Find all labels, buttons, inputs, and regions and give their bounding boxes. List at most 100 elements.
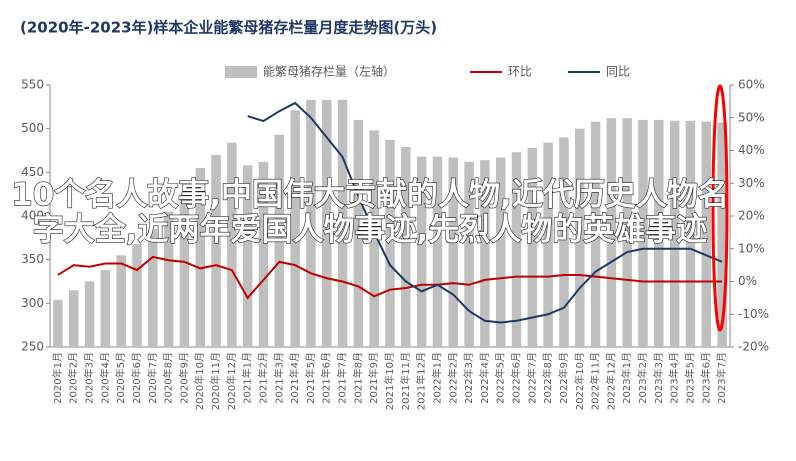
- bar: [654, 119, 664, 347]
- bar: [53, 299, 63, 347]
- bar: [543, 142, 553, 347]
- x-tick-label: 2021年10月: [383, 352, 396, 410]
- x-tick-label: 2020年11月: [209, 352, 222, 410]
- x-tick-label: 2020年1月: [51, 352, 64, 404]
- x-tick-label: 2021年3月: [272, 352, 285, 404]
- y2-tick-label: -20%: [738, 340, 769, 354]
- bar: [432, 156, 443, 347]
- bar: [322, 99, 332, 347]
- bar: [385, 140, 395, 347]
- bar: [701, 121, 712, 348]
- bar: [116, 255, 126, 347]
- x-tick-label: 2022年9月: [557, 352, 570, 404]
- legend-label: 环比: [508, 65, 532, 79]
- bar: [163, 211, 174, 347]
- x-tick-label: 2021年12月: [415, 352, 428, 410]
- x-tick-label: 2022年8月: [541, 352, 554, 404]
- x-tick-label: 2021年7月: [336, 352, 349, 404]
- x-tick-label: 2020年3月: [83, 352, 96, 404]
- bar: [717, 122, 727, 347]
- bar: [100, 270, 111, 347]
- bar: [179, 194, 190, 347]
- line: [247, 101, 723, 324]
- bar: [227, 142, 237, 347]
- x-tick-label: 2022年10月: [573, 352, 586, 410]
- x-tick-label: 2022年7月: [525, 352, 538, 404]
- bar: [353, 119, 364, 347]
- x-tick-label: 2020年9月: [177, 352, 190, 404]
- bar: [148, 229, 158, 347]
- y-tick-label: 450: [21, 165, 44, 179]
- y-tick-label: 550: [21, 78, 44, 92]
- bar: [638, 119, 648, 347]
- y2-tick-label: 20%: [738, 209, 765, 223]
- bar: [448, 157, 458, 347]
- x-tick-label: 2021年4月: [288, 352, 301, 404]
- y2-tick-label: 10%: [738, 241, 765, 255]
- bar: [274, 134, 285, 347]
- y2-tick-label: 60%: [738, 78, 765, 92]
- bar: [590, 121, 601, 348]
- y2-tick-label: 40%: [738, 143, 765, 157]
- x-tick-label: 2020年5月: [114, 352, 127, 404]
- x-tick-label: 2023年5月: [683, 352, 696, 404]
- x-tick-label: 2021年11月: [399, 352, 412, 410]
- y2-tick-label: 50%: [738, 110, 765, 124]
- x-tick-label: 2023年3月: [652, 352, 665, 404]
- x-tick-label: 2022年12月: [604, 352, 617, 410]
- bar: [495, 157, 506, 347]
- bar: [685, 120, 696, 347]
- bar: [195, 167, 205, 347]
- chart-title: (2020年-2023年)样本企业能繁母猪存栏量月度走势图(万头): [20, 19, 437, 37]
- x-tick-label: 2020年8月: [162, 352, 175, 404]
- highlight-ellipse: [711, 84, 729, 332]
- bar: [622, 118, 632, 347]
- x-tick-label: 2020年7月: [146, 352, 159, 404]
- x-tick-label: 2023年1月: [620, 352, 633, 404]
- x-tick-label: 2020年4月: [98, 352, 111, 404]
- x-tick-label: 2022年5月: [494, 352, 507, 404]
- overlay-text: 10个名人故事,中国伟大贡献的人物,近代历史人物名字大全,近两年爱国人物事迹,先…: [11, 177, 730, 248]
- bar: [527, 147, 538, 347]
- x-tick-label: 2023年4月: [668, 352, 681, 404]
- bar: [606, 118, 617, 347]
- bar: [480, 160, 490, 347]
- x-tick-label: 2021年5月: [304, 352, 317, 404]
- y-tick-label: 400: [21, 209, 44, 223]
- x-tick-label: 2022年4月: [478, 352, 491, 404]
- bar: [669, 120, 680, 347]
- x-tick-label: 2020年12月: [225, 352, 238, 410]
- bar: [416, 156, 427, 347]
- bar: [290, 110, 300, 348]
- x-tick-label: 2022年11月: [589, 352, 602, 410]
- x-tick-label: 2022年6月: [510, 352, 523, 404]
- legend-label: 同比: [606, 65, 630, 79]
- bar: [369, 130, 379, 347]
- x-tick-label: 2023年7月: [715, 352, 728, 404]
- bar: [258, 161, 269, 347]
- bar: [68, 290, 79, 347]
- x-tick-label: 2022年1月: [430, 352, 443, 404]
- x-tick-label: 2023年6月: [699, 352, 712, 404]
- bar: [84, 281, 95, 347]
- bar: [511, 152, 522, 347]
- x-tick-label: 2021年8月: [351, 352, 364, 404]
- x-tick-label: 2021年6月: [320, 352, 333, 404]
- x-tick-label: 2020年10月: [193, 352, 206, 410]
- x-tick-label: 2020年6月: [130, 352, 143, 404]
- legend-swatch: [225, 66, 257, 78]
- bar: [575, 128, 585, 347]
- y-tick-label: 350: [21, 252, 44, 266]
- x-tick-label: 2020年2月: [67, 352, 80, 404]
- x-tick-label: 2022年2月: [446, 352, 459, 404]
- bar: [464, 161, 474, 347]
- bar: [337, 99, 348, 347]
- bar: [132, 243, 142, 347]
- x-tick-label: 2023年2月: [636, 352, 649, 404]
- bar: [559, 137, 569, 347]
- y2-tick-label: 0%: [738, 274, 757, 288]
- x-tick-label: 2022年3月: [462, 352, 475, 404]
- y-tick-label: 250: [21, 340, 44, 354]
